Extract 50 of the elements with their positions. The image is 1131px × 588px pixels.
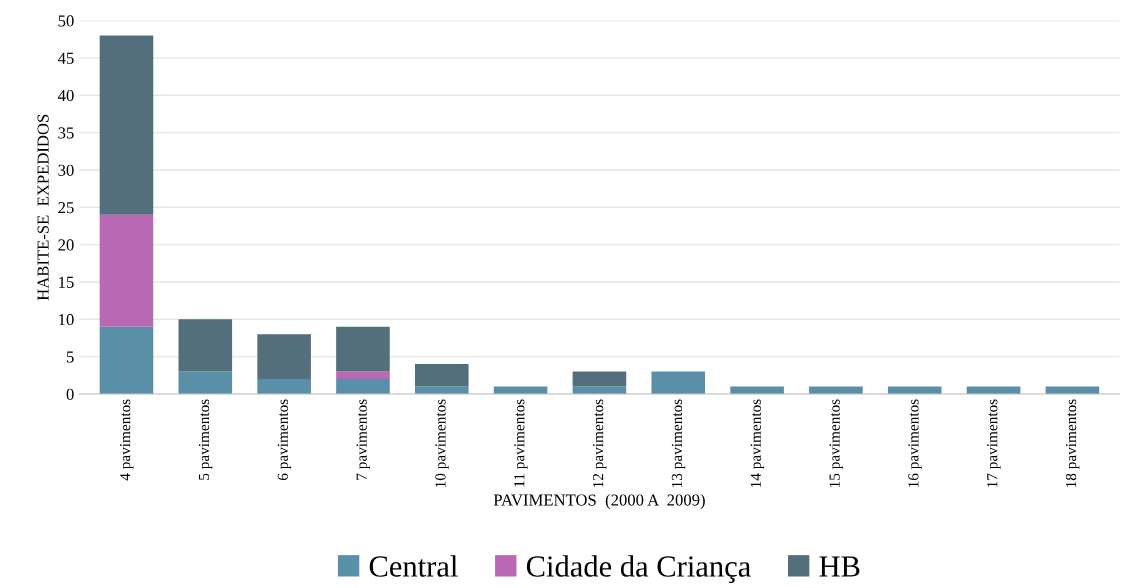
x-tick-label: 16 pavimentos bbox=[908, 399, 922, 488]
y-axis-title: HABITE-SE EXPEDIDOS bbox=[37, 114, 49, 301]
y-tick-label: 0 bbox=[66, 388, 74, 400]
bar bbox=[178, 371, 233, 394]
legend-label: HB bbox=[819, 556, 860, 577]
y-tick-label: 35 bbox=[58, 127, 74, 139]
y-tick-label: 45 bbox=[57, 52, 74, 64]
y-tick-label: 10 bbox=[59, 313, 74, 326]
bar bbox=[336, 371, 390, 380]
bar bbox=[257, 379, 311, 394]
y-tick-label: 20 bbox=[58, 239, 74, 251]
legend-label: Central bbox=[369, 555, 458, 577]
y-tick-label: 15 bbox=[59, 276, 74, 288]
x-tick-label: 14 pavimentos bbox=[750, 399, 765, 488]
x-tick-label: 10 pavimentos bbox=[435, 399, 449, 488]
x-tick-label: 15 pavimentos bbox=[829, 399, 843, 488]
x-tick-label: 18 pavimentos bbox=[1065, 399, 1080, 488]
bar bbox=[966, 386, 1021, 394]
x-axis-title: PAVIMENTOS (2000 A 2009) bbox=[493, 493, 705, 510]
x-tick-label: 4 pavimentos bbox=[120, 399, 134, 481]
bar bbox=[572, 386, 627, 394]
x-tick-label: 11 pavimentos bbox=[514, 399, 528, 487]
bar bbox=[730, 386, 784, 394]
y-tick-label: 50 bbox=[58, 15, 74, 27]
bar bbox=[99, 35, 154, 215]
bar bbox=[99, 214, 154, 327]
bar bbox=[336, 379, 390, 394]
x-tick-label: 6 pavimentos bbox=[277, 399, 292, 481]
bar bbox=[651, 371, 706, 394]
y-tick-label: 25 bbox=[58, 202, 74, 214]
x-tick-label: 7 pavimentos bbox=[356, 399, 370, 480]
y-tick-label: 5 bbox=[66, 351, 74, 363]
y-tick-label: 30 bbox=[58, 164, 74, 176]
bar bbox=[493, 386, 548, 394]
bar bbox=[178, 319, 233, 372]
bar bbox=[809, 386, 863, 394]
bar bbox=[414, 364, 469, 387]
bar bbox=[1045, 386, 1100, 394]
bar bbox=[887, 386, 942, 394]
x-tick-label: 5 pavimentos bbox=[198, 399, 213, 480]
x-tick-label: 17 pavimentos bbox=[987, 399, 1001, 488]
x-tick-label: 13 pavimentos bbox=[671, 399, 686, 488]
bar bbox=[414, 386, 469, 394]
legend-label: Cidade da Criança bbox=[526, 555, 751, 584]
x-tick-label: 12 pavimentos bbox=[592, 399, 607, 488]
bar bbox=[336, 326, 390, 372]
y-tick-label: 40 bbox=[57, 89, 74, 102]
bar bbox=[99, 326, 154, 394]
bar bbox=[257, 334, 311, 380]
bar bbox=[572, 371, 627, 387]
